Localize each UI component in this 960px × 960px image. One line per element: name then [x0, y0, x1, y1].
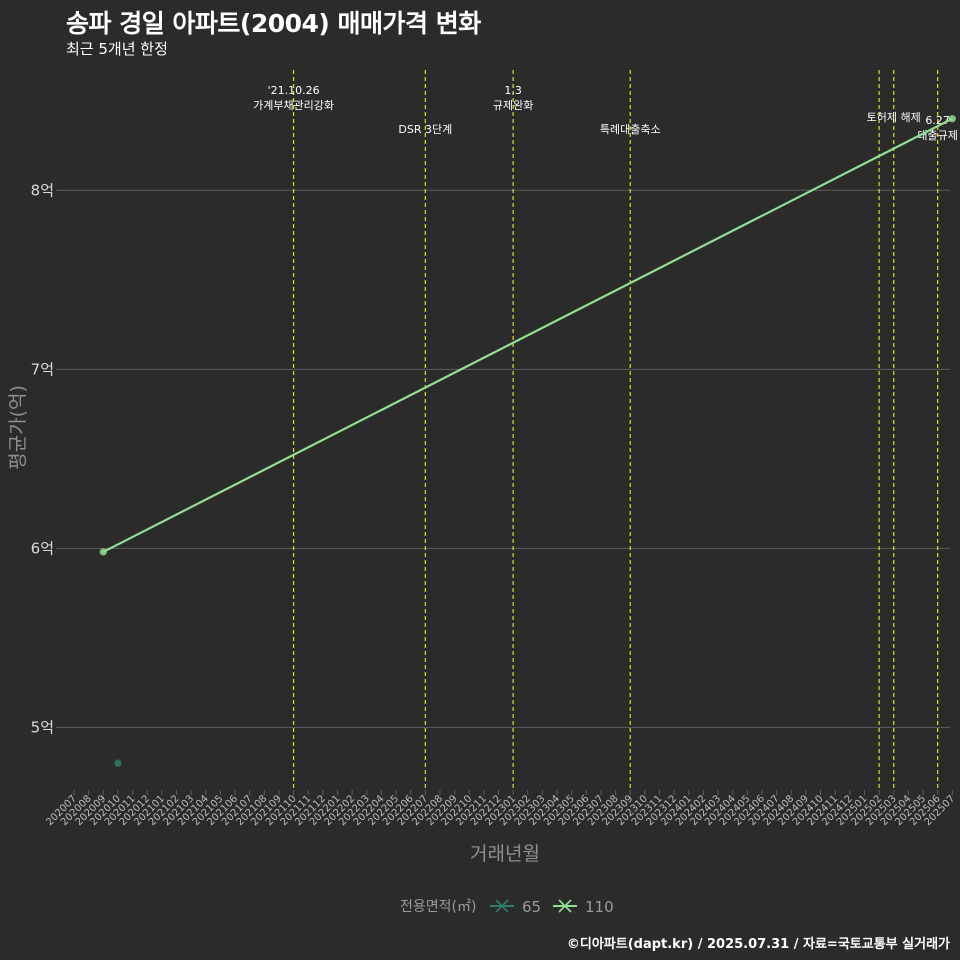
- policy-label-202110-0: '21.10.26: [268, 84, 320, 97]
- y-tick-label-0: 5억: [31, 718, 54, 736]
- legend-key-cross-b-110: [558, 899, 572, 913]
- policy-label-202110-1: 가계부채관리강화: [253, 99, 334, 112]
- y-tick-label-1: 6억: [31, 539, 54, 557]
- data-point-110-202009: [99, 548, 107, 556]
- policy-label-202503-0: 토허제 해제: [867, 110, 921, 124]
- y-axis-title: 평균가(억): [7, 385, 29, 470]
- data-point-65-202010: [114, 759, 122, 767]
- policy-label-202301-1: 규제완화: [493, 99, 533, 112]
- y-tick-label-3: 8억: [31, 181, 54, 199]
- legend-title: 전용면적(㎡): [400, 899, 476, 915]
- chart-title: 송파 경일 아파트(2004) 매매가격 변화: [66, 9, 481, 38]
- policy-label-202207-0: DSR 3단계: [398, 123, 452, 136]
- policy-label-202301-0: 1.3: [504, 84, 522, 97]
- y-tick-label-2: 7억: [31, 360, 54, 378]
- series-line-110: [102, 117, 953, 553]
- legend-label-65: 65: [522, 898, 541, 916]
- legend-key-cross-b-65: [495, 899, 509, 913]
- policy-label-202506-1: 대출규제: [917, 129, 957, 142]
- chart-subtitle: 최근 5개년 한정: [66, 40, 168, 58]
- x-axis-title: 거래년월: [470, 843, 540, 865]
- policy-label-202309-0: 특례대출축소: [600, 123, 661, 136]
- legend-label-110: 110: [585, 898, 614, 916]
- data-point-110-202507: [948, 115, 956, 123]
- source-caption: ©디아파트(dapt.kr) / 2025.07.31 / 자료=국토교통부 실…: [566, 937, 950, 952]
